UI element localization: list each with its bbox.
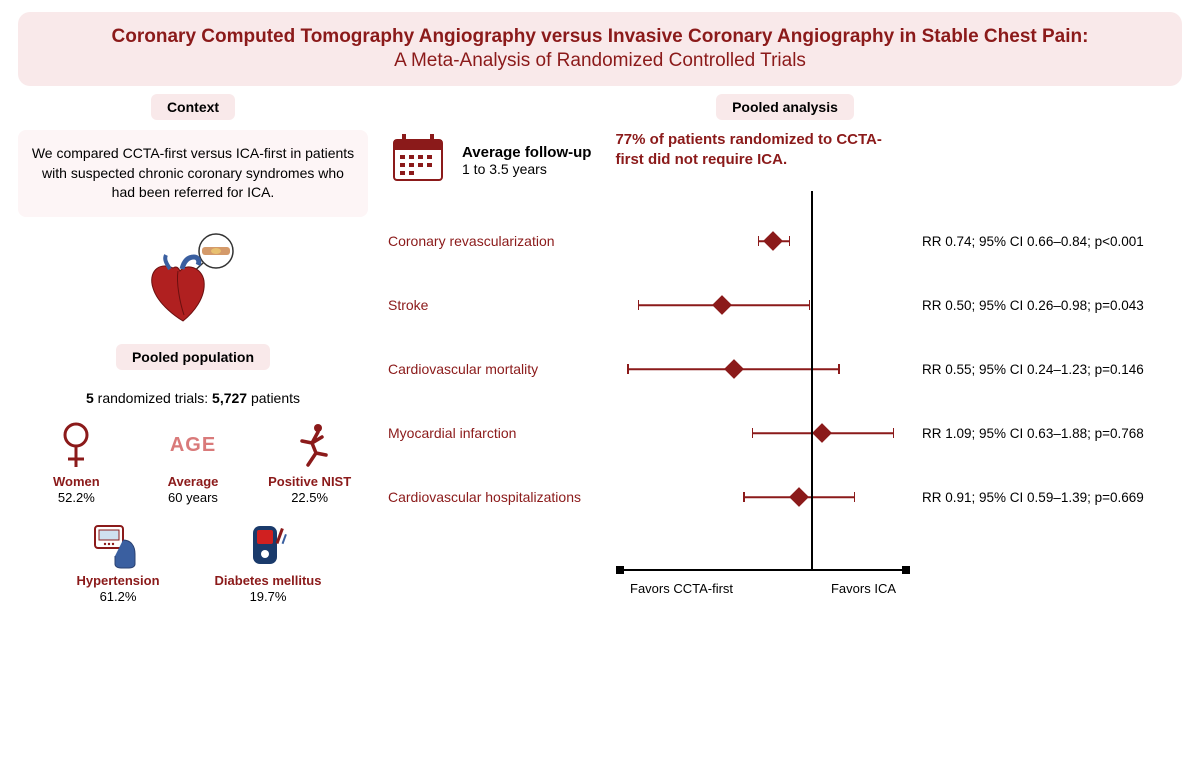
forest-plot-area — [618, 209, 908, 273]
heart-artery-icon — [18, 233, 368, 328]
forest-row: Stroke RR 0.50; 95% CI 0.26–0.98; p=0.043 — [388, 273, 1182, 337]
forest-plot-area — [618, 273, 908, 337]
pop-age: AGE Average 60 years — [138, 420, 248, 505]
title-banner: Coronary Computed Tomography Angiography… — [18, 12, 1182, 86]
point-estimate-diamond — [724, 359, 744, 379]
glucometer-icon — [213, 519, 323, 571]
forest-plot-area — [618, 401, 908, 465]
forest-row: Cardiovascular hospitalizations RR 0.91; … — [388, 465, 1182, 529]
axis-labels: Favors CCTA-first Favors ICA — [618, 581, 908, 596]
outcome-stat: RR 1.09; 95% CI 0.63–1.88; p=0.768 — [908, 426, 1182, 441]
pooled-population-heading: Pooled population — [116, 344, 270, 370]
pop-diabetes: Diabetes mellitus 19.7% — [213, 519, 323, 604]
running-icon — [255, 420, 365, 472]
followup-block: Average follow-up 1 to 3.5 years — [388, 130, 591, 191]
trials-count: 5 — [86, 390, 94, 406]
forest-plot-area — [618, 465, 908, 529]
title-sub: A Meta-Analysis of Randomized Controlled… — [38, 50, 1162, 72]
pop-nist: Positive NIST 22.5% — [255, 420, 365, 505]
female-icon — [21, 420, 131, 472]
forest-plot: Coronary revascularization RR 0.74; 95% C… — [388, 209, 1182, 629]
forest-plot-area — [618, 337, 908, 401]
x-axis — [618, 569, 908, 571]
bp-monitor-icon — [63, 519, 173, 571]
forest-row: Coronary revascularization RR 0.74; 95% C… — [388, 209, 1182, 273]
highlight-stat: 77% of patients randomized to CCTA-first… — [615, 130, 885, 171]
left-column: Context We compared CCTA-first versus IC… — [18, 94, 378, 629]
outcome-stat: RR 0.55; 95% CI 0.24–1.23; p=0.146 — [908, 362, 1182, 377]
point-estimate-diamond — [763, 231, 783, 251]
outcome-label: Cardiovascular hospitalizations — [388, 489, 618, 505]
point-estimate-diamond — [712, 295, 732, 315]
followup-value: 1 to 3.5 years — [462, 161, 591, 177]
pooled-analysis-heading: Pooled analysis — [716, 94, 854, 120]
forest-row: Myocardial infarction RR 1.09; 95% CI 0.6… — [388, 401, 1182, 465]
axis-right-label: Favors ICA — [831, 581, 896, 596]
outcome-label: Stroke — [388, 297, 618, 313]
patients-count: 5,727 — [212, 390, 247, 406]
outcome-label: Myocardial infarction — [388, 425, 618, 441]
forest-row: Cardiovascular mortality RR 0.55; 95% CI … — [388, 337, 1182, 401]
right-column: Pooled analysis — [378, 94, 1182, 629]
outcome-stat: RR 0.74; 95% CI 0.66–0.84; p<0.001 — [908, 234, 1182, 249]
calendar-icon — [388, 130, 448, 191]
followup-label: Average follow-up — [462, 144, 591, 161]
pop-hypertension: Hypertension 61.2% — [63, 519, 173, 604]
context-heading: Context — [151, 94, 235, 120]
pop-women: Women 52.2% — [21, 420, 131, 505]
age-icon: AGE — [138, 420, 248, 472]
title-main: Coronary Computed Tomography Angiography… — [38, 26, 1162, 48]
outcome-label: Coronary revascularization — [388, 233, 618, 249]
outcome-label: Cardiovascular mortality — [388, 361, 618, 377]
trials-summary: 5 randomized trials: 5,727 patients — [18, 390, 368, 406]
outcome-stat: RR 0.50; 95% CI 0.26–0.98; p=0.043 — [908, 298, 1182, 313]
point-estimate-diamond — [813, 423, 833, 443]
null-line — [811, 191, 813, 569]
context-body: We compared CCTA-first versus ICA-first … — [18, 130, 368, 217]
axis-left-label: Favors CCTA-first — [630, 581, 733, 596]
point-estimate-diamond — [789, 487, 809, 507]
outcome-stat: RR 0.91; 95% CI 0.59–1.39; p=0.669 — [908, 490, 1182, 505]
